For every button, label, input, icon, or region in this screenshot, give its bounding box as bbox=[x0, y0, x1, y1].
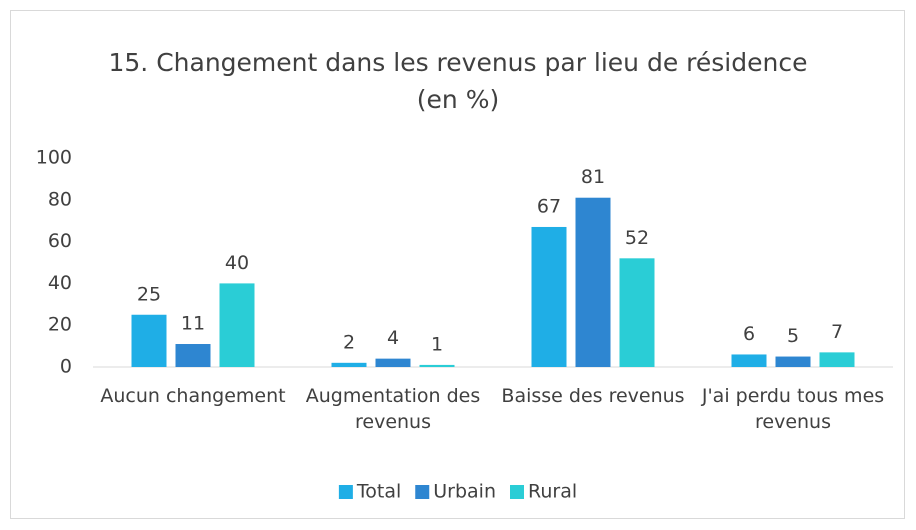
x-tick-label-box: Augmentation des revenus bbox=[305, 385, 481, 433]
bar bbox=[375, 358, 411, 367]
data-label: 1 bbox=[431, 333, 443, 355]
legend: Total Urbain Rural bbox=[338, 481, 577, 503]
data-label: 52 bbox=[625, 227, 649, 249]
x-tick-label: Aucun changement bbox=[100, 385, 286, 407]
legend-label: Urbain bbox=[433, 481, 496, 503]
bar bbox=[419, 364, 455, 367]
data-label: 67 bbox=[537, 195, 561, 217]
legend-swatch bbox=[415, 485, 430, 499]
x-tick-label-box: J'ai perdu tous mes revenus bbox=[701, 385, 885, 433]
y-tick-label: 80 bbox=[48, 188, 72, 210]
data-label: 6 bbox=[743, 323, 755, 345]
bar bbox=[619, 258, 655, 367]
legend-label: Rural bbox=[528, 481, 577, 503]
legend-swatch bbox=[338, 485, 353, 499]
bar bbox=[331, 362, 367, 367]
chart-title: 15. Changement dans les revenus par lieu… bbox=[109, 48, 808, 77]
x-tick-label-box: Baisse des revenus bbox=[501, 385, 685, 407]
bar bbox=[775, 356, 811, 367]
x-tick-label: J'ai perdu tous mes revenus bbox=[701, 385, 885, 433]
y-tick-label: 20 bbox=[48, 314, 72, 336]
x-tick-label-box: Aucun changement bbox=[100, 385, 286, 407]
bar bbox=[219, 283, 255, 367]
legend-label: Total bbox=[356, 481, 401, 503]
bar bbox=[575, 197, 611, 367]
chart-border bbox=[10, 10, 905, 519]
y-tick-label: 0 bbox=[60, 356, 72, 378]
x-tick-label: Augmentation des revenus bbox=[305, 385, 481, 433]
bar bbox=[175, 344, 211, 367]
data-label: 11 bbox=[181, 313, 205, 335]
y-tick-label: 60 bbox=[48, 230, 72, 252]
y-tick-label: 40 bbox=[48, 272, 72, 294]
data-label: 2 bbox=[343, 331, 355, 353]
bar bbox=[131, 314, 167, 367]
legend-swatch bbox=[510, 485, 524, 499]
x-tick-label: Baisse des revenus bbox=[501, 385, 685, 407]
chart-title: (en %) bbox=[417, 85, 499, 114]
y-tick-label: 100 bbox=[36, 147, 72, 169]
bar bbox=[819, 352, 855, 367]
data-label: 81 bbox=[581, 166, 605, 188]
data-label: 25 bbox=[137, 283, 161, 305]
bar bbox=[731, 354, 767, 367]
data-label: 5 bbox=[787, 325, 799, 347]
data-label: 4 bbox=[387, 327, 399, 349]
data-label: 40 bbox=[225, 252, 249, 274]
bar bbox=[531, 226, 567, 367]
data-label: 7 bbox=[831, 321, 843, 343]
